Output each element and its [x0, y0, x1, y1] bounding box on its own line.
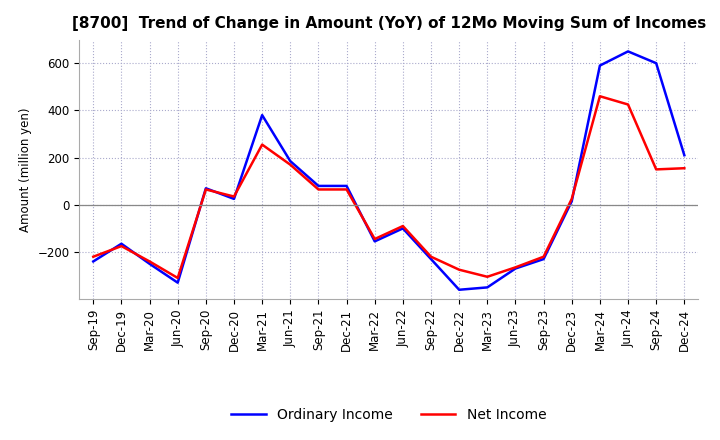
Ordinary Income	[455, 287, 464, 293]
Net Income	[342, 187, 351, 192]
Net Income	[539, 254, 548, 259]
Ordinary Income	[595, 63, 604, 68]
Net Income	[258, 142, 266, 147]
Net Income	[427, 254, 436, 259]
Ordinary Income	[483, 285, 492, 290]
Ordinary Income	[511, 266, 520, 271]
Net Income	[652, 167, 660, 172]
Ordinary Income	[680, 153, 688, 158]
Ordinary Income	[89, 259, 98, 264]
Net Income	[511, 265, 520, 270]
Net Income	[286, 162, 294, 167]
Ordinary Income	[567, 198, 576, 204]
Net Income	[483, 274, 492, 279]
Net Income	[680, 165, 688, 171]
Net Income	[202, 187, 210, 192]
Net Income	[230, 194, 238, 199]
Ordinary Income	[370, 239, 379, 244]
Title: [8700]  Trend of Change in Amount (YoY) of 12Mo Moving Sum of Incomes: [8700] Trend of Change in Amount (YoY) o…	[72, 16, 706, 32]
Ordinary Income	[174, 280, 182, 285]
Ordinary Income	[230, 196, 238, 202]
Net Income	[399, 224, 408, 229]
Net Income	[174, 275, 182, 281]
Net Income	[595, 94, 604, 99]
Ordinary Income	[202, 186, 210, 191]
Ordinary Income	[145, 261, 154, 267]
Line: Net Income: Net Income	[94, 96, 684, 278]
Ordinary Income	[286, 158, 294, 164]
Net Income	[455, 267, 464, 272]
Ordinary Income	[342, 183, 351, 189]
Line: Ordinary Income: Ordinary Income	[94, 51, 684, 290]
Legend: Ordinary Income, Net Income: Ordinary Income, Net Income	[226, 402, 552, 427]
Ordinary Income	[427, 257, 436, 262]
Ordinary Income	[117, 241, 126, 246]
Y-axis label: Amount (million yen): Amount (million yen)	[19, 107, 32, 231]
Ordinary Income	[624, 49, 632, 54]
Net Income	[567, 196, 576, 202]
Ordinary Income	[314, 183, 323, 189]
Ordinary Income	[652, 61, 660, 66]
Ordinary Income	[399, 226, 408, 231]
Net Income	[624, 102, 632, 107]
Net Income	[314, 187, 323, 192]
Net Income	[89, 254, 98, 259]
Net Income	[370, 236, 379, 242]
Ordinary Income	[258, 113, 266, 118]
Net Income	[117, 243, 126, 249]
Ordinary Income	[539, 257, 548, 262]
Net Income	[145, 259, 154, 264]
